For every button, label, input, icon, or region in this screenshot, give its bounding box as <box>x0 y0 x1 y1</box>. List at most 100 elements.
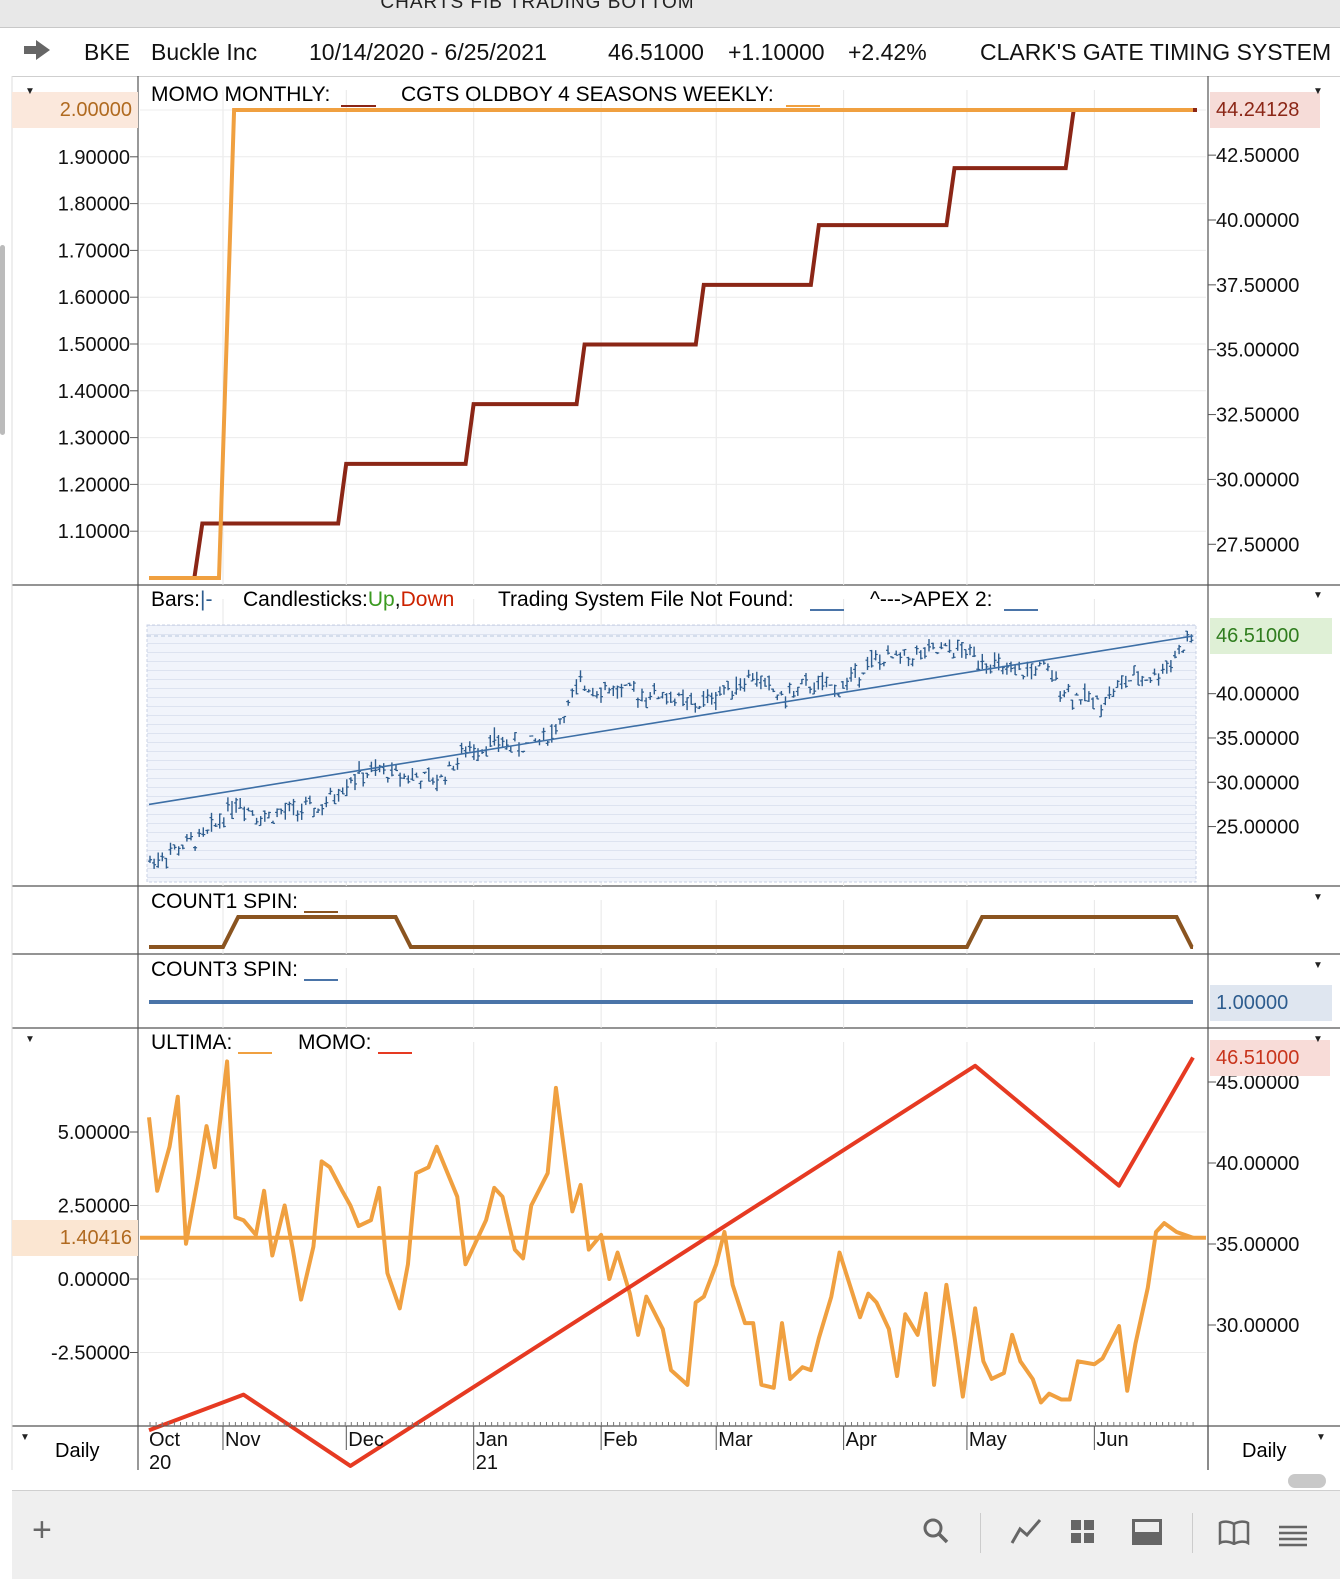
month-label: Jan <box>476 1429 508 1451</box>
panel-menu-caret-icon[interactable]: ▼ <box>25 86 35 97</box>
left-axis-tick-label: 1.70000 <box>58 240 130 262</box>
right-axis-tick-label: 37.50000 <box>1216 275 1299 297</box>
trading-system-file-label: Trading System File Not Found: <box>498 588 794 611</box>
momo-label: MOMO: <box>298 1031 372 1054</box>
left-axis-tick-label: 1.50000 <box>58 334 130 356</box>
panel-layout-icon[interactable] <box>1132 1519 1162 1553</box>
bars-glyph: |- <box>200 588 212 611</box>
left-axis-tick-label: 1.80000 <box>58 194 130 216</box>
left-axis-tick-label: 1.90000 <box>58 147 130 169</box>
right-axis-tick-label: 35.00000 <box>1216 728 1299 750</box>
candlesticks-label: Candlesticks: <box>243 588 368 611</box>
month-label: Apr <box>846 1429 877 1451</box>
left-axis-tick-label: 5.00000 <box>58 1122 130 1144</box>
month-label: Nov <box>225 1429 261 1451</box>
momo-left-badge: 2.00000 <box>12 92 138 128</box>
count1-spin-label: COUNT1 SPIN: <box>151 890 298 913</box>
candle-down-label: Down <box>401 588 455 611</box>
year-label: 21 <box>476 1452 498 1474</box>
grid-layout-icon[interactable] <box>1070 1519 1096 1553</box>
chart-area[interactable]: MOMO MONTHLY: CGTS OLDBOY 4 SEASONS WEEK… <box>0 76 1340 1490</box>
right-axis-tick-label: 30.00000 <box>1216 469 1299 491</box>
window-title: CHARTS FIB TRADING BOTTOM <box>380 0 695 13</box>
momo-price-badge: 46.51000 <box>1210 1040 1330 1076</box>
month-label: May <box>969 1429 1007 1451</box>
trend-line <box>148 635 1194 806</box>
bars-label: Bars: <box>151 588 200 611</box>
timeframe-label-right[interactable]: Daily <box>1242 1440 1286 1462</box>
panel-menu-caret-icon[interactable]: ▼ <box>25 1034 35 1045</box>
month-label: Jun <box>1096 1429 1128 1451</box>
line-chart-icon[interactable] <box>1010 1517 1042 1553</box>
svg-text:Bars:|-: Bars:|- <box>151 588 212 611</box>
percent-change: +2.42% <box>848 39 927 65</box>
count3-spin-label: COUNT3 SPIN: <box>151 958 298 981</box>
count3-badge: 1.00000 <box>1210 985 1332 1021</box>
left-axis-tick-label: 2.50000 <box>58 1196 130 1218</box>
right-axis-tick-label: 25.00000 <box>1216 817 1299 839</box>
momo-monthly-label: MOMO MONTHLY: <box>151 83 330 106</box>
timeframe-menu-caret-icon[interactable]: ▼ <box>20 1432 30 1443</box>
momo-monthly-line <box>149 108 1193 580</box>
price-bars-background <box>146 624 1197 883</box>
timeframe-label-left[interactable]: Daily <box>55 1440 99 1462</box>
cgts-right-badge: 44.24128 <box>1210 92 1320 128</box>
count1-spin-line <box>149 915 1194 949</box>
left-axis-tick-label: 1.30000 <box>58 428 130 450</box>
left-axis-tick-label: 0.00000 <box>58 1269 130 1291</box>
right-axis-tick-label: 30.00000 <box>1216 1315 1299 1337</box>
symbol-ticker: BKE <box>84 39 131 65</box>
apex2-label: ^--->APEX 2: <box>870 588 992 611</box>
panel-menu-caret-icon[interactable]: ▼ <box>1313 590 1323 601</box>
panel-menu-caret-icon[interactable]: ▼ <box>1313 960 1323 971</box>
svg-text:Candlesticks:Up,Down: Candlesticks:Up,Down <box>243 588 454 611</box>
date-range: 10/14/2020 - 6/25/2021 <box>309 39 547 65</box>
ultima-value-badge: 1.40416 <box>12 1220 138 1256</box>
search-icon[interactable] <box>922 1517 950 1553</box>
right-axis-tick-label: 32.50000 <box>1216 405 1299 427</box>
right-axis-tick-label: 27.50000 <box>1216 534 1299 556</box>
symbol-info-bar: BKE Buckle Inc 10/14/2020 - 6/25/2021 46… <box>12 28 1340 77</box>
left-axis-tick-label: 1.40000 <box>58 381 130 403</box>
last-price-badge: 46.51000 <box>1210 618 1332 654</box>
book-icon[interactable] <box>1218 1519 1250 1553</box>
momo-line <box>148 1056 1195 1468</box>
panel-menu-caret-icon[interactable]: ▼ <box>1313 1034 1323 1045</box>
list-menu-icon[interactable] <box>1278 1521 1308 1555</box>
vertical-scrollbar[interactable] <box>0 245 5 435</box>
horizontal-scrollbar[interactable] <box>1288 1474 1326 1488</box>
left-axis-tick-label: -2.50000 <box>51 1343 130 1365</box>
month-label: Feb <box>603 1429 637 1451</box>
month-label: Mar <box>718 1429 753 1451</box>
trading-system-name: CLARK'S GATE TIMING SYSTEM <box>980 39 1332 65</box>
right-axis-tick-label: 30.00000 <box>1216 772 1299 794</box>
month-label: Oct <box>149 1429 181 1451</box>
chart-marks <box>140 108 1206 1468</box>
add-icon[interactable]: + <box>32 1511 52 1549</box>
right-axis-tick-label: 42.50000 <box>1216 145 1299 167</box>
axis-tick-labels: 1.90000 1.80000 1.70000 1.60000 1.50000 1.400… <box>51 109 1299 1365</box>
company-name: Buckle Inc <box>151 39 258 65</box>
price-change: +1.10000 <box>728 39 825 65</box>
time-axis: Oct Nov Dec Jan Feb Mar Apr May Jun 20 21 <box>140 1422 1206 1474</box>
panel-menu-caret-icon[interactable]: ▼ <box>1313 892 1323 903</box>
last-price: 46.51000 <box>608 39 704 65</box>
bottom-toolbar: + <box>12 1490 1340 1579</box>
cgts-weekly-label: CGTS OLDBOY 4 SEASONS WEEKLY: <box>401 83 774 106</box>
year-label: 20 <box>149 1452 171 1474</box>
cgts-weekly-line <box>149 108 1197 580</box>
panel-menu-caret-icon[interactable]: ▼ <box>1313 86 1323 97</box>
window-titlebar: CHARTS FIB TRADING BOTTOM <box>0 0 1340 28</box>
right-axis-tick-label: 35.00000 <box>1216 1234 1299 1256</box>
right-axis-tick-label: 40.00000 <box>1216 684 1299 706</box>
timeframe-menu-caret-icon[interactable]: ▼ <box>1316 1432 1326 1443</box>
ultima-label: ULTIMA: <box>151 1031 232 1054</box>
month-label: Dec <box>348 1429 384 1451</box>
right-axis-tick-label: 45.00000 <box>1216 1072 1299 1094</box>
left-axis-tick-label: 1.10000 <box>58 521 130 543</box>
ultima-line <box>147 1059 1194 1405</box>
right-axis-tick-label: 40.00000 <box>1216 210 1299 232</box>
left-axis-tick-label: 1.20000 <box>58 474 130 496</box>
left-axis-tick-label: 1.60000 <box>58 287 130 309</box>
arrow-right-icon[interactable] <box>22 38 52 68</box>
